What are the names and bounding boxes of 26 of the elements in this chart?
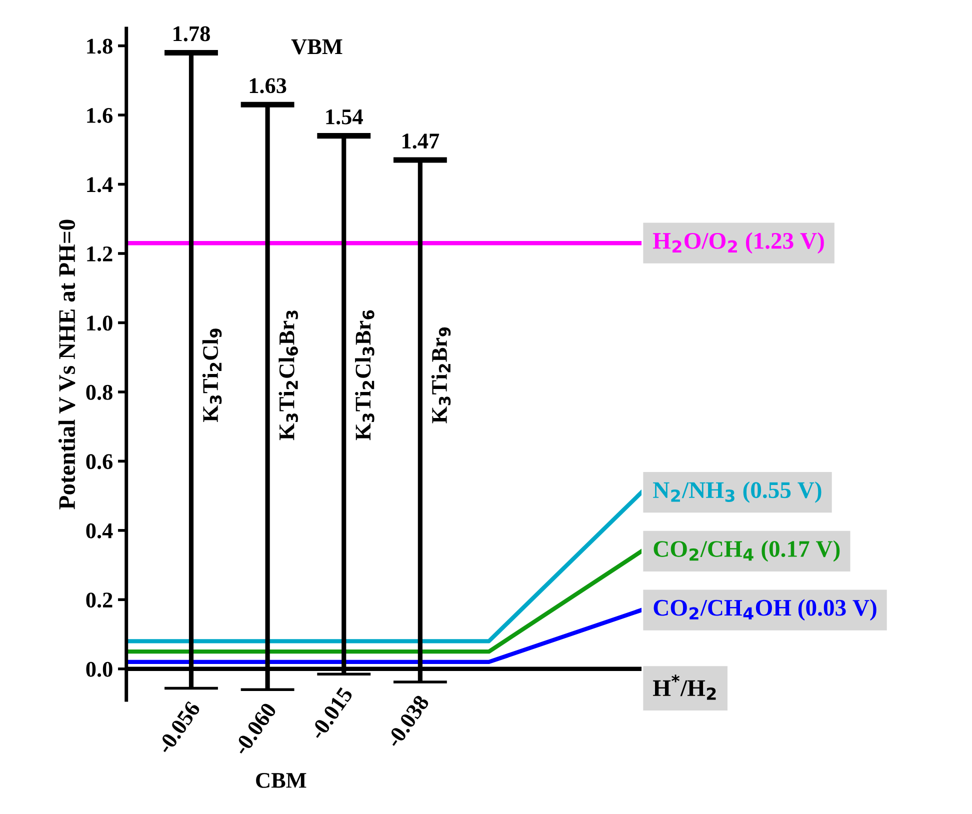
x-tick-label: K$_{3}$Ti$_{2}$Br$_{9}$ [431, 327, 451, 424]
annotation: 1.47 [402, 134, 440, 149]
ref-line-label: H$_{2}$O/O$_{2}$ (1.23 V) [653, 232, 824, 254]
x-axis-title: CBM [256, 772, 306, 788]
y-tick-label: 1.8 [87, 38, 112, 54]
annotation: 1.63 [250, 78, 286, 94]
y-tick-label: 1.2 [87, 246, 112, 262]
y-tick-label: 0.2 [86, 592, 112, 608]
x-tick-label: K$_{3}$Ti$_{2}$Cl$_{3}$Br$_{6}$ [355, 310, 374, 440]
x-tick-label: K$_{3}$Ti$_{2}$Cl$_{6}$Br$_{3}$ [278, 310, 298, 440]
ref-line-label: H$^{*}$/H$_{2}$ [653, 674, 716, 700]
y-tick-label: 0.4 [86, 523, 113, 538]
y-tick-label: 1.4 [87, 177, 113, 192]
y-tick-label: 1.6 [87, 108, 113, 124]
annotation: 1.78 [174, 26, 210, 42]
annotation: 1.54 [326, 109, 363, 124]
y-axis-title: Potential V Vs NHE at PH=0 [58, 220, 76, 510]
ref-line-label: CO$_{2}$/CH$_{4}$OH (0.03 V) [654, 599, 876, 621]
annotation: VBM [291, 39, 342, 54]
y-tick-label: 0.6 [86, 454, 113, 470]
y-tick-label: 0.0 [86, 662, 112, 677]
ref-line-label: N$_{2}$/NH$_{3}$ (0.55 V) [653, 481, 822, 503]
y-tick-label: 1.0 [87, 316, 112, 331]
ref-line-label: CO$_{2}$/CH$_{4}$ (0.17 V) [654, 540, 840, 562]
x-tick-label: K$_{3}$Ti$_{2}$Cl$_{9}$ [202, 328, 222, 422]
y-tick-label: 0.8 [86, 384, 112, 400]
